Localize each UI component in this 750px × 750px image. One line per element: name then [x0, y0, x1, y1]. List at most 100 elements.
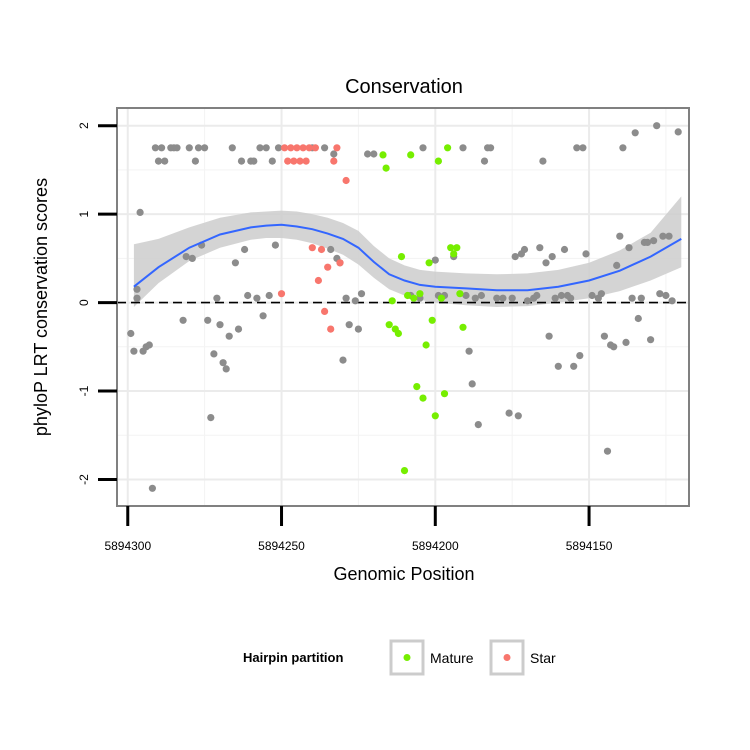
point-other	[130, 347, 138, 355]
point-other	[637, 294, 645, 302]
point-star	[342, 176, 350, 185]
point-star	[305, 144, 313, 152]
point-other	[188, 254, 196, 262]
legend-dot-mature	[403, 654, 411, 661]
point-other	[634, 314, 642, 323]
plot-panel	[116, 107, 690, 507]
point-other	[462, 291, 470, 300]
point-other	[610, 343, 618, 351]
point-star	[336, 259, 344, 267]
point-other	[613, 261, 621, 269]
legend-label-mature: Mature	[430, 650, 474, 666]
point-star	[302, 157, 310, 165]
legend-dot-star	[503, 654, 511, 661]
point-star	[333, 144, 341, 152]
point-other	[351, 297, 359, 305]
panel-background	[117, 108, 689, 506]
points-layer	[127, 122, 682, 492]
point-other	[487, 144, 495, 152]
legend: Hairpin partition Mature Star	[243, 639, 556, 676]
point-other	[465, 347, 473, 355]
point-star	[324, 263, 332, 271]
point-other	[241, 245, 249, 254]
point-other	[551, 294, 559, 302]
point-other	[508, 294, 516, 302]
point-other	[545, 332, 553, 340]
point-other	[253, 294, 261, 302]
point-other	[244, 291, 252, 300]
point-other	[158, 144, 166, 152]
point-other	[668, 297, 676, 305]
point-other	[354, 325, 362, 333]
point-star	[311, 144, 319, 152]
point-other	[339, 356, 347, 364]
point-star	[308, 244, 316, 252]
point-other	[161, 157, 169, 165]
point-other	[536, 244, 544, 252]
point-other	[194, 144, 203, 152]
point-other	[219, 359, 227, 367]
point-other	[505, 409, 513, 417]
point-other	[539, 157, 547, 165]
point-other	[597, 290, 606, 298]
point-mature	[413, 383, 421, 391]
y-tick-label: 2	[77, 122, 91, 129]
x-tick-label: 5894150	[566, 539, 613, 553]
point-other	[265, 291, 273, 300]
point-other	[600, 332, 609, 340]
point-other	[653, 122, 661, 130]
point-other	[523, 297, 532, 305]
point-mature	[459, 323, 467, 331]
point-other	[173, 144, 181, 152]
y-tick-label: -2	[77, 474, 91, 485]
point-mature	[419, 394, 427, 402]
point-mature	[444, 144, 452, 152]
point-other	[619, 144, 627, 152]
point-other	[222, 365, 230, 373]
point-mature	[453, 244, 461, 252]
point-other	[213, 294, 221, 302]
point-other	[136, 208, 144, 216]
point-star	[321, 307, 329, 315]
confidence-ribbon-layer	[133, 196, 682, 307]
point-other	[210, 350, 218, 358]
point-other	[256, 144, 264, 152]
point-other	[631, 129, 639, 137]
point-other	[148, 484, 156, 492]
point-other	[647, 336, 655, 344]
chart-title: Conservation	[345, 76, 463, 98]
point-other	[179, 316, 187, 324]
point-mature	[379, 151, 387, 159]
point-other	[133, 285, 141, 293]
point-star	[296, 157, 304, 165]
point-other	[237, 157, 246, 165]
point-mature	[382, 164, 390, 172]
point-other	[499, 294, 507, 302]
y-axis: 2 1 0 -1 -2	[77, 122, 117, 485]
point-other	[656, 290, 664, 298]
point-other	[650, 237, 658, 245]
point-other	[250, 157, 258, 165]
point-other	[554, 362, 562, 370]
point-mature	[447, 244, 455, 252]
point-mature	[437, 294, 445, 302]
point-other	[228, 144, 236, 152]
point-other	[659, 232, 667, 240]
point-other	[468, 380, 476, 388]
point-mature	[440, 390, 449, 398]
y-tick-label: 1	[77, 210, 91, 217]
point-other	[321, 144, 329, 152]
point-other	[493, 294, 501, 302]
x-axis-title: Genomic Position	[333, 564, 474, 584]
point-other	[582, 250, 590, 258]
point-other	[154, 157, 163, 165]
point-mature	[385, 321, 393, 329]
point-other	[357, 290, 366, 298]
point-other	[625, 244, 633, 252]
point-other	[459, 144, 467, 152]
point-mature	[450, 250, 458, 258]
point-other	[477, 291, 485, 300]
point-other	[133, 294, 141, 302]
point-other	[201, 144, 209, 152]
